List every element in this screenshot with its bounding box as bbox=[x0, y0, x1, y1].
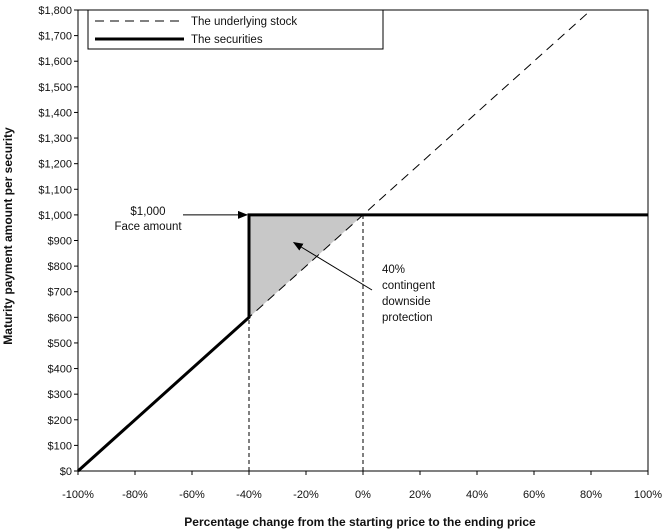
x-tick-label: 60% bbox=[523, 489, 545, 501]
y-tick-label: $300 bbox=[48, 389, 72, 401]
x-tick-label: -20% bbox=[293, 489, 319, 501]
x-axis-title: Percentage change from the starting pric… bbox=[184, 515, 536, 529]
y-tick-label: $200 bbox=[48, 415, 72, 427]
protection-label-line-2: downside bbox=[382, 296, 431, 308]
protection-label-line-3: protection bbox=[382, 312, 433, 324]
annotations-layer: $1,000 Face amount 40% contingent downside pr… bbox=[114, 206, 435, 324]
y-tick-label: $1,100 bbox=[38, 184, 72, 196]
x-tick-label: -100% bbox=[62, 489, 94, 501]
y-tick-label: $500 bbox=[48, 338, 72, 350]
underlying-stock-line bbox=[77, 9, 592, 472]
y-tick-label: $1,700 bbox=[38, 31, 72, 43]
x-tick-label: 100% bbox=[634, 489, 662, 501]
x-tick-label: 40% bbox=[466, 489, 488, 501]
x-tick-label: -40% bbox=[236, 489, 262, 501]
ticks-layer: $0 $100 $200 $300 $400 $500 $600 $700 $800 $900 $1… bbox=[38, 5, 662, 501]
legend-label-1: The securities bbox=[191, 34, 263, 46]
y-tick-label: $400 bbox=[48, 364, 72, 376]
legend-label-0: The underlying stock bbox=[191, 16, 297, 28]
axes-layer bbox=[77, 9, 649, 472]
y-tick-label: $1,400 bbox=[38, 107, 72, 119]
y-tick-label: $1,300 bbox=[38, 133, 72, 145]
y-tick-label: $700 bbox=[48, 287, 72, 299]
y-tick-label: $1,600 bbox=[38, 56, 72, 68]
y-tick-label: $1,800 bbox=[38, 5, 72, 17]
protection-arrow bbox=[292, 241, 373, 291]
y-tick-label: $800 bbox=[48, 261, 72, 273]
y-tick-label: $1,200 bbox=[38, 159, 72, 171]
legend-box bbox=[87, 9, 384, 50]
x-tick-label: 0% bbox=[355, 489, 371, 501]
series-layer bbox=[76, 9, 648, 473]
x-tick-label: -60% bbox=[179, 489, 205, 501]
x-tick-label: 80% bbox=[580, 489, 602, 501]
y-tick-label: $100 bbox=[48, 440, 72, 452]
y-axis-title: Maturity payment amount per security bbox=[1, 127, 15, 345]
legend: The underlying stock The securities bbox=[87, 9, 384, 50]
y-tick-label: $900 bbox=[48, 236, 72, 248]
y-tick-label: $1,000 bbox=[38, 210, 72, 222]
face-amount-value-label: $1,000 bbox=[130, 206, 165, 218]
securities-line bbox=[76, 213, 648, 473]
x-tick-label: -80% bbox=[122, 489, 148, 501]
face-amount-caption: Face amount bbox=[114, 221, 182, 233]
y-tick-label: $0 bbox=[60, 466, 72, 478]
protection-label-line-0: 40% bbox=[382, 264, 405, 276]
y-tick-label: $1,500 bbox=[38, 82, 72, 94]
plot-frame bbox=[77, 9, 649, 472]
x-tick-label: 20% bbox=[409, 489, 431, 501]
protection-label-line-1: contingent bbox=[382, 280, 436, 292]
y-tick-label: $600 bbox=[48, 312, 72, 324]
